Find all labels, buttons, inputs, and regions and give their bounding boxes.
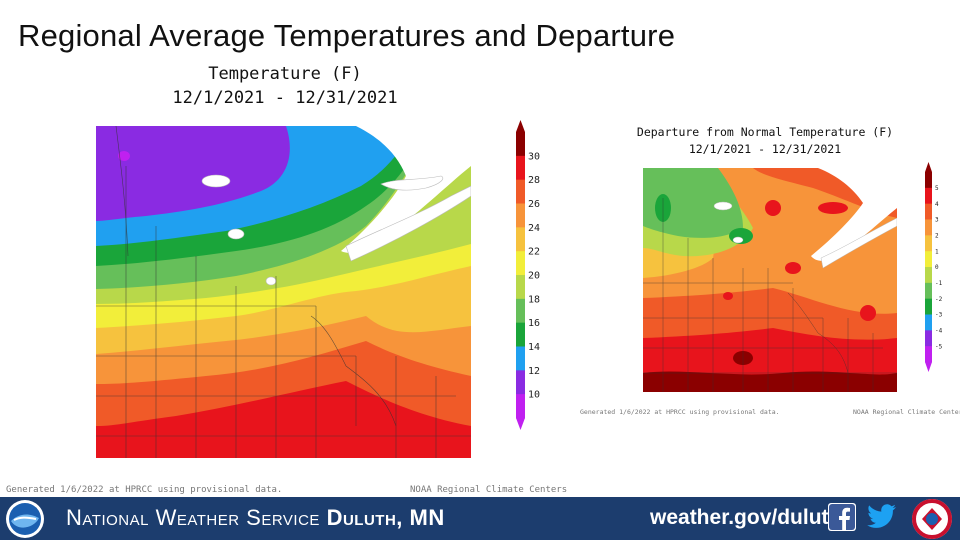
colorbar-segment — [516, 203, 525, 228]
right-map-source-note: NOAA Regional Climate Centers — [853, 408, 960, 416]
colorbar-segment — [925, 187, 932, 205]
colorbar-tick-label: 10 — [528, 390, 540, 401]
colorbar-tick-label: 16 — [528, 318, 540, 329]
banner-org-prefix: National Weather Service — [66, 505, 320, 530]
temperature-colorbar: 30 28 26 24 22 20 18 16 14 12 10 — [516, 120, 540, 430]
colorbar-tick-label: 2 — [935, 232, 939, 239]
facebook-icon[interactable] — [828, 503, 856, 531]
colorbar-segment — [516, 132, 525, 157]
colorbar-segment — [925, 298, 932, 315]
colorbar-segment — [516, 155, 525, 181]
colorbar-tick-label: 4 — [935, 201, 939, 208]
left-map-generated-note: Generated 1/6/2022 at HPRCC using provis… — [6, 485, 283, 495]
colorbar-tick-label: 20 — [528, 271, 540, 282]
colorbar-tick-label: 22 — [528, 247, 540, 258]
colorbar-segment — [925, 314, 932, 331]
colorbar-bottom-arrow — [925, 362, 932, 372]
banner-office: Duluth, MN — [326, 505, 445, 530]
colorbar-segment — [516, 251, 525, 276]
nws-logo — [912, 499, 952, 539]
colorbar-tick-label: 28 — [528, 175, 540, 186]
colorbar-tick-label: 12 — [528, 366, 540, 377]
colorbar-segment — [516, 346, 525, 371]
colorbar-segment — [925, 219, 932, 236]
right-map-title: Departure from Normal Temperature (F) — [636, 125, 894, 139]
right-map-date-range: 12/1/2021 - 12/31/2021 — [688, 142, 842, 156]
slide-title: Regional Average Temperatures and Depart… — [18, 18, 676, 53]
colorbar-tick-label: 14 — [528, 342, 540, 353]
colorbar-tick-label: 1 — [935, 248, 939, 255]
colorbar-segment — [925, 330, 932, 347]
colorbar-tick-label: -5 — [935, 343, 943, 350]
colorbar-tick-label: -4 — [935, 327, 943, 334]
colorbar-segment — [925, 346, 932, 363]
colorbar-tick-label: 5 — [935, 185, 939, 192]
colorbar-segment — [516, 227, 525, 252]
banner-org-name: National Weather Service Duluth, MN — [66, 505, 445, 531]
colorbar-segment — [516, 370, 525, 395]
footer-banner — [0, 497, 960, 540]
colorbar-segment — [925, 235, 932, 252]
colorbar-segment — [925, 251, 932, 268]
colorbar-tick-label: 3 — [935, 217, 939, 224]
twitter-icon[interactable] — [866, 503, 898, 531]
left-map-title: Temperature (F) — [208, 64, 362, 84]
colorbar-bottom-arrow — [516, 418, 525, 430]
departure-map — [643, 168, 897, 392]
colorbar-tick-label: 18 — [528, 294, 540, 305]
colorbar-tick-label: 24 — [528, 223, 540, 234]
temperature-map — [96, 126, 471, 458]
colorbar-segment — [925, 282, 932, 300]
colorbar-segment — [516, 275, 525, 300]
colorbar-tick-label: -3 — [935, 312, 943, 319]
colorbar-segment — [516, 298, 525, 324]
colorbar-segment — [516, 322, 525, 347]
colorbar-tick-label: 30 — [528, 151, 540, 162]
colorbar-segment — [516, 394, 525, 419]
colorbar-segment — [925, 203, 932, 220]
colorbar-segment — [925, 172, 932, 189]
noaa-logo — [6, 500, 44, 538]
colorbar-tick-label: -2 — [935, 296, 943, 303]
colorbar-top-arrow — [516, 120, 525, 132]
left-map-source-note: NOAA Regional Climate Centers — [410, 485, 568, 495]
departure-colorbar: 5 4 3 2 1 0 -1 -2 -3 -4 -5 — [925, 162, 943, 372]
colorbar-segment — [925, 267, 932, 284]
colorbar-tick-label: 0 — [935, 264, 939, 271]
colorbar-tick-label: -1 — [935, 280, 943, 287]
banner-url-link[interactable]: weather.gov/duluth — [650, 506, 842, 529]
left-map-date-range: 12/1/2021 - 12/31/2021 — [172, 88, 398, 108]
colorbar-tick-label: 26 — [528, 199, 540, 210]
colorbar-top-arrow — [925, 162, 932, 172]
right-map-generated-note: Generated 1/6/2022 at HPRCC using provis… — [580, 408, 780, 416]
colorbar-segment — [516, 179, 525, 204]
